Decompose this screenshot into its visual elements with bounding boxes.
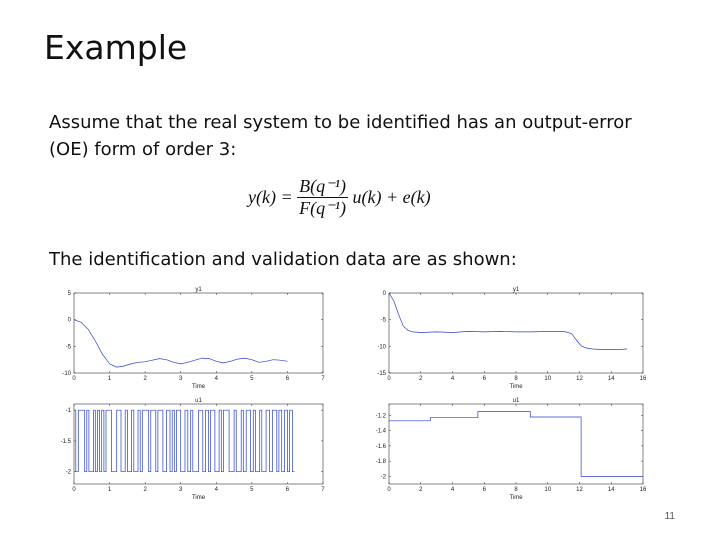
y-tick-label: -5 bbox=[66, 344, 72, 350]
series-line bbox=[388, 292, 628, 350]
equation-lhs: y(k) = bbox=[248, 187, 293, 207]
x-tick-label: 8 bbox=[514, 376, 518, 382]
plot-frame bbox=[388, 292, 644, 374]
x-tick-label: 16 bbox=[640, 487, 647, 493]
x-tick-label: 6 bbox=[286, 376, 290, 382]
x-tick-label: 4 bbox=[451, 376, 455, 382]
x-tick-label: 0 bbox=[387, 376, 391, 382]
x-tick-label: 0 bbox=[72, 487, 76, 493]
x-tick-label: 2 bbox=[419, 376, 423, 382]
x-tick-label: 5 bbox=[250, 487, 254, 493]
y-tick-label: -1.5 bbox=[61, 439, 72, 445]
x-tick-label: 16 bbox=[640, 376, 647, 382]
series-line bbox=[74, 409, 295, 473]
x-tick-label: 10 bbox=[544, 487, 551, 493]
identification-input-chart: u1 Time 0 1 2 3 4 5 6 7 -1 -1.5 -2 bbox=[61, 398, 326, 501]
plot-title: u1 bbox=[195, 398, 202, 404]
plot-title: u1 bbox=[513, 398, 520, 404]
y-tick-label: -10 bbox=[377, 344, 386, 350]
x-tick-label: 8 bbox=[514, 487, 518, 493]
validation-output-plot: y1 Time 0 2 4 6 8 10 12 14 16 0 -5 -10 -15 bbox=[365, 283, 655, 395]
x-tick-label: 7 bbox=[321, 376, 325, 382]
oe-model-equation: y(k) = B(q⁻¹) F(q⁻¹) u(k) + e(k) bbox=[248, 176, 431, 219]
slide-title: Example bbox=[44, 28, 188, 67]
x-tick-label: 1 bbox=[108, 376, 112, 382]
y-tick-label: -2 bbox=[66, 470, 72, 476]
x-tick-label: 0 bbox=[387, 487, 391, 493]
identification-output-chart: y1 Time 0 1 2 3 4 5 6 7 5 0 -5 -10 bbox=[62, 287, 325, 390]
series-line bbox=[73, 319, 288, 368]
x-tick-label: 4 bbox=[215, 376, 219, 382]
x-tick-label: 0 bbox=[72, 376, 76, 382]
identification-output-plot: y1 Time 0 1 2 3 4 5 6 7 5 0 -5 -10 bbox=[50, 283, 335, 395]
x-axis-label: Time bbox=[509, 495, 523, 501]
x-tick-label: 4 bbox=[451, 487, 455, 493]
y-tick-label: -2 bbox=[381, 474, 387, 480]
equation-fraction: B(q⁻¹) F(q⁻¹) bbox=[297, 176, 349, 219]
x-tick-label: 12 bbox=[576, 376, 583, 382]
x-tick-label: 1 bbox=[108, 487, 112, 493]
x-tick-label: 5 bbox=[250, 376, 254, 382]
plot-frame bbox=[73, 292, 324, 374]
x-tick-label: 10 bbox=[544, 376, 551, 382]
plot-title: y1 bbox=[195, 287, 202, 293]
y-tick-label: -1.8 bbox=[376, 459, 387, 465]
data-paragraph: The identification and validation data a… bbox=[49, 249, 517, 270]
y-tick-label: -1.4 bbox=[376, 429, 387, 435]
equation-numerator: B(q⁻¹) bbox=[297, 176, 349, 198]
x-axis-label: Time bbox=[192, 384, 206, 390]
equation-rhs: u(k) + e(k) bbox=[352, 187, 431, 207]
x-tick-label: 3 bbox=[179, 376, 183, 382]
y-tick-label: -10 bbox=[62, 371, 71, 377]
y-tick-label: 0 bbox=[383, 291, 387, 297]
x-tick-label: 6 bbox=[483, 487, 487, 493]
validation-input-chart: u1 Time 0 2 4 6 8 10 12 14 16 -1.2 -1.4 -1.6 -1.8 -2 bbox=[376, 398, 647, 501]
identification-input-plot: u1 Time 0 1 2 3 4 5 6 7 -1 -1.5 -2 bbox=[50, 394, 335, 506]
y-tick-label: 5 bbox=[68, 291, 72, 297]
x-tick-label: 6 bbox=[483, 376, 487, 382]
plot-title: y1 bbox=[513, 287, 520, 293]
x-tick-label: 2 bbox=[143, 376, 147, 382]
y-tick-label: -15 bbox=[377, 371, 386, 377]
x-tick-label: 14 bbox=[608, 376, 615, 382]
y-tick-label: 0 bbox=[68, 318, 72, 324]
page-number: 11 bbox=[664, 511, 675, 522]
x-axis-label: Time bbox=[192, 495, 206, 501]
x-tick-label: 6 bbox=[286, 487, 290, 493]
intro-paragraph: Assume that the real system to be identi… bbox=[49, 112, 632, 160]
validation-output-chart: y1 Time 0 2 4 6 8 10 12 14 16 0 -5 -10 -15 bbox=[377, 287, 647, 390]
equation-denominator: F(q⁻¹) bbox=[299, 198, 347, 218]
series-line bbox=[389, 411, 643, 477]
y-tick-label: -1.6 bbox=[376, 444, 387, 450]
validation-input-plot: u1 Time 0 2 4 6 8 10 12 14 16 -1.2 -1.4 -1.6 -1.8 -2 bbox=[365, 394, 655, 506]
y-tick-label: -5 bbox=[381, 318, 387, 324]
y-tick-label: -1.2 bbox=[376, 413, 387, 419]
x-axis-label: Time bbox=[509, 384, 523, 390]
x-tick-label: 14 bbox=[608, 487, 615, 493]
x-tick-label: 2 bbox=[419, 487, 423, 493]
x-tick-label: 7 bbox=[321, 487, 325, 493]
plot-frame bbox=[388, 403, 644, 485]
x-tick-label: 3 bbox=[179, 487, 183, 493]
x-tick-label: 12 bbox=[576, 487, 583, 493]
y-tick-label: -1 bbox=[66, 408, 72, 414]
x-tick-label: 4 bbox=[215, 487, 219, 493]
x-tick-label: 2 bbox=[143, 487, 147, 493]
